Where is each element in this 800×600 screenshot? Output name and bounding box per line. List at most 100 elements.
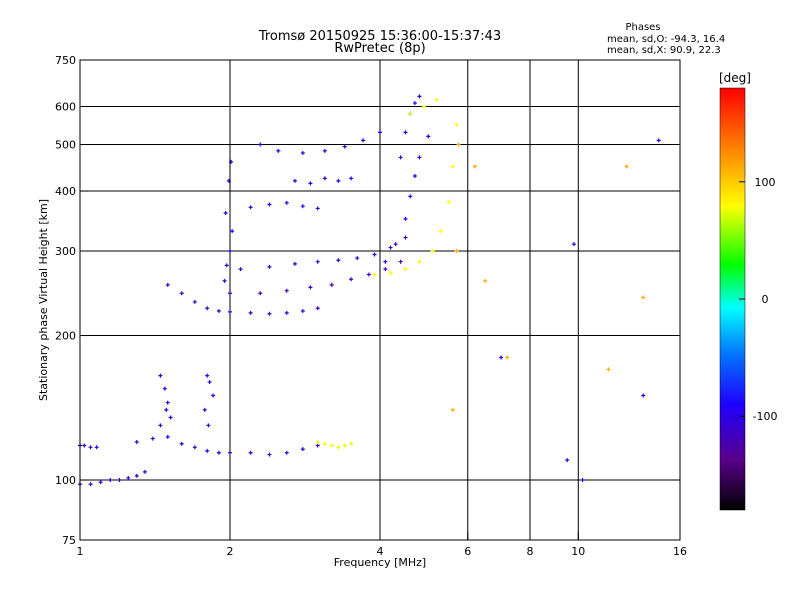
data-point: [403, 235, 408, 240]
data-point: [98, 480, 103, 485]
data-point: [229, 159, 234, 164]
data-point: [168, 415, 173, 420]
data-point: [580, 478, 585, 483]
data-point: [322, 176, 327, 181]
data-point: [454, 122, 459, 127]
data-point: [349, 277, 354, 282]
y-tick-label: 100: [55, 474, 76, 487]
data-point: [228, 309, 232, 314]
data-point: [505, 355, 510, 360]
data-point: [315, 440, 320, 445]
data-point: [315, 306, 320, 311]
phases-heading: Phases: [625, 22, 660, 33]
y-tick-label: 200: [55, 330, 76, 343]
y-axis-ticks: 75 100 200 300 400 500 600 750: [55, 54, 88, 547]
data-point: [308, 285, 313, 290]
x-tick-label: 2: [227, 545, 234, 558]
data-point: [315, 206, 320, 211]
data-point: [228, 249, 232, 254]
data-point: [82, 443, 87, 448]
data-point: [165, 282, 170, 287]
data-point: [88, 445, 93, 450]
data-point: [403, 216, 408, 221]
data-point: [211, 393, 216, 398]
y-tick-label: 300: [55, 245, 76, 258]
data-points: [78, 94, 661, 487]
data-point: [434, 97, 439, 102]
data-point: [417, 94, 422, 99]
data-point: [267, 202, 272, 207]
data-point: [450, 164, 455, 169]
y-tick-label: 500: [55, 139, 76, 152]
data-point: [207, 380, 212, 385]
data-point: [349, 441, 354, 446]
data-point: [398, 155, 403, 160]
data-point: [417, 155, 422, 160]
colorbar-label: [deg]: [719, 71, 751, 85]
colorbar-tick-label: 100: [755, 176, 776, 189]
data-point: [192, 445, 197, 450]
x-axis-ticks: 1 2 4 6 8 10 16: [77, 532, 687, 558]
data-point: [300, 151, 305, 156]
data-point: [223, 211, 228, 216]
x-tick-label: 8: [527, 545, 534, 558]
data-point: [205, 306, 210, 311]
data-point: [216, 308, 221, 313]
data-point: [456, 142, 461, 147]
data-point: [205, 373, 210, 378]
data-point: [165, 434, 170, 439]
data-point: [336, 178, 341, 183]
data-point: [388, 270, 393, 275]
data-point: [483, 278, 488, 283]
data-point: [450, 407, 455, 412]
data-point: [162, 386, 167, 391]
x-tick-label: 1: [77, 545, 84, 558]
data-point: [276, 148, 281, 153]
data-point: [158, 423, 163, 428]
data-point: [284, 310, 289, 315]
data-point: [426, 134, 431, 139]
y-tick-label: 600: [55, 101, 76, 114]
data-point: [300, 308, 305, 313]
data-point: [179, 291, 184, 296]
colorbar-tick-label: 0: [762, 293, 769, 306]
data-point: [342, 144, 347, 149]
x-tick-label: 6: [464, 545, 471, 558]
data-point: [408, 194, 413, 199]
data-point: [446, 199, 451, 204]
data-point: [230, 229, 235, 234]
data-point: [267, 311, 272, 316]
data-point: [300, 447, 305, 452]
colorbar-ticks: 100 0 -100: [739, 176, 777, 423]
colorbar-tick-label: -100: [753, 410, 778, 423]
phases-o-stats: mean, sd,O: -94.3, 16.4: [607, 34, 725, 45]
chart-title-line2: RwPretec (8p): [334, 41, 425, 56]
data-point: [499, 355, 504, 360]
data-point: [383, 259, 388, 264]
data-point: [228, 291, 232, 296]
data-point: [355, 256, 360, 261]
data-point: [224, 263, 229, 268]
data-point: [192, 299, 197, 304]
data-point: [164, 407, 169, 412]
data-point: [329, 282, 334, 287]
data-point: [361, 138, 366, 143]
data-point: [248, 205, 253, 210]
data-point: [117, 478, 122, 483]
data-point: [378, 130, 382, 135]
data-point: [403, 267, 408, 272]
data-point: [300, 204, 305, 209]
data-point: [430, 249, 435, 254]
data-point: [315, 443, 320, 448]
data-point: [388, 245, 393, 250]
data-point: [206, 423, 211, 428]
y-tick-label: 75: [62, 534, 76, 547]
data-point: [412, 173, 417, 178]
data-point: [292, 178, 297, 183]
data-point: [438, 229, 443, 234]
data-point: [284, 450, 289, 455]
x-tick-label: 16: [673, 545, 687, 558]
data-point: [292, 261, 297, 266]
data-point: [258, 142, 263, 147]
